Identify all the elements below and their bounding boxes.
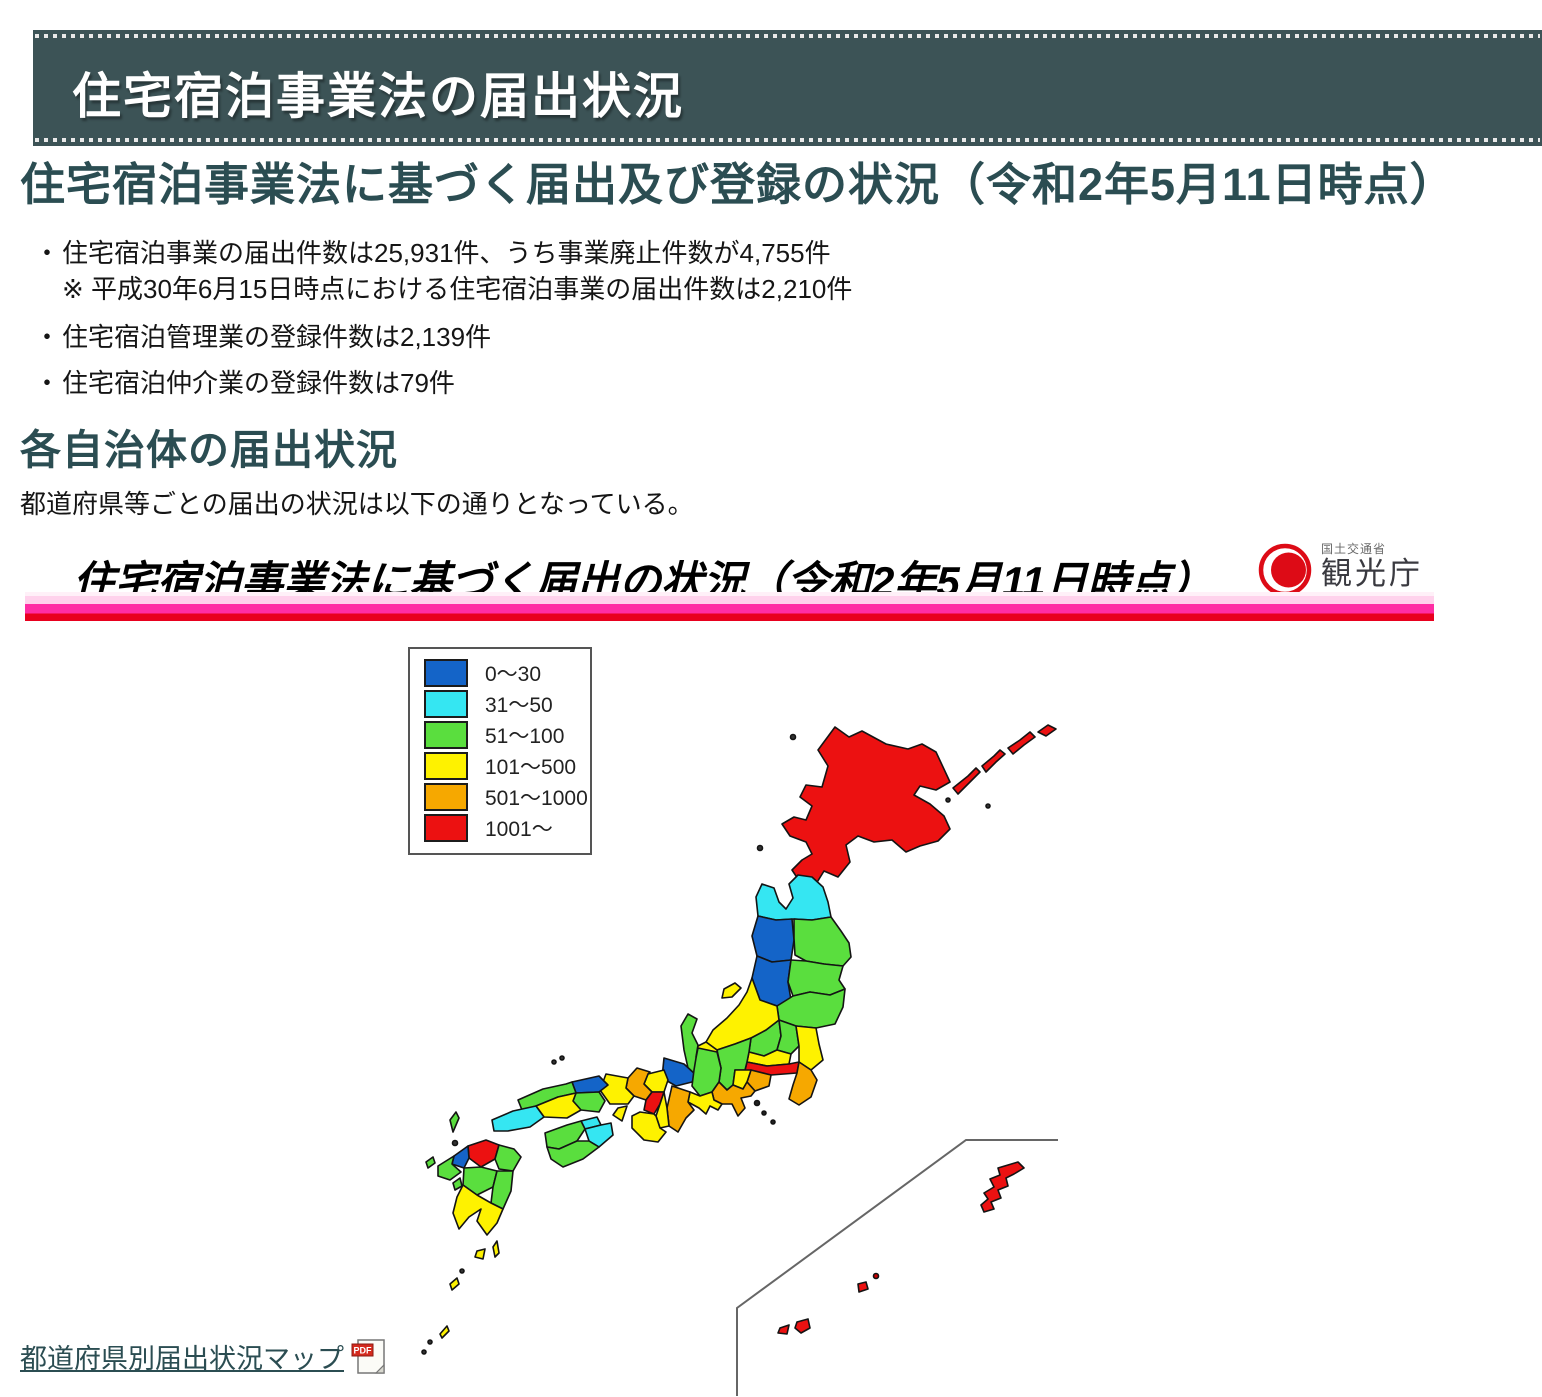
amami-island bbox=[439, 1325, 450, 1339]
prefecture-aichi bbox=[687, 1091, 723, 1115]
map-figure: 住宅宿泊事業法に基づく届出の状況（令和2年5月11日時点） 国土交通省 観光庁 … bbox=[25, 540, 1467, 1397]
islet bbox=[459, 1268, 465, 1274]
legend-label: 501～1000 bbox=[485, 786, 588, 810]
sub-heading: 各自治体の届出状況 bbox=[20, 427, 398, 473]
islet bbox=[427, 1339, 433, 1345]
prefecture-kochi bbox=[546, 1140, 600, 1168]
kuril-islet bbox=[1007, 731, 1036, 755]
legend-row: 1001～ bbox=[424, 812, 576, 843]
amami-island bbox=[449, 1277, 460, 1291]
prefecture-yamaguchi bbox=[491, 1105, 545, 1132]
goto-islands bbox=[425, 1156, 436, 1169]
prefecture-iwate bbox=[793, 916, 852, 967]
prefecture-okinawa bbox=[980, 1161, 1025, 1213]
prefecture-ibaraki bbox=[795, 1025, 824, 1071]
japan-choropleth-map bbox=[421, 724, 1058, 1396]
tsushima-island bbox=[449, 1111, 460, 1133]
pdf-icon-label: PDF bbox=[354, 1346, 373, 1356]
kuril-islet bbox=[981, 749, 1006, 773]
title-underline-bar bbox=[25, 592, 1434, 621]
prefecture-map-link[interactable]: 都道府県別届出状況マップ bbox=[20, 1344, 344, 1374]
islet bbox=[421, 1349, 427, 1355]
prefecture-wakayama bbox=[631, 1111, 667, 1143]
legend-label: 101～500 bbox=[485, 755, 577, 779]
map-link-row: 都道府県別届出状況マップ PDF bbox=[20, 1337, 388, 1382]
legend-swatch bbox=[424, 720, 468, 749]
prefecture-chiba bbox=[788, 1061, 818, 1106]
logo-ministry-text: 国土交通省 bbox=[1321, 542, 1387, 556]
sub-paragraph: 都道府県等ごとの届出の状況は以下の通りとなっている。 bbox=[20, 489, 694, 519]
tourism-agency-logo: 国土交通省 観光庁 bbox=[1257, 540, 1423, 600]
legend-label: 51～100 bbox=[485, 724, 565, 748]
legend-label: 0～30 bbox=[485, 662, 542, 686]
legend-swatch bbox=[424, 751, 468, 780]
islet bbox=[451, 1139, 459, 1147]
bullet-item-2: 住宅宿泊管理業の登録件数は2,139件 bbox=[62, 322, 492, 352]
sado-island bbox=[721, 982, 742, 999]
okinawa-inset-frame bbox=[736, 1139, 1058, 1396]
yakushima-island bbox=[474, 1248, 486, 1260]
islet bbox=[985, 803, 991, 809]
pdf-icon: PDF bbox=[350, 1337, 388, 1382]
kuril-islet bbox=[1037, 724, 1057, 737]
legend-row: 0～30 bbox=[424, 657, 576, 688]
bullet-marker: ・ bbox=[34, 368, 61, 398]
kuril-islet bbox=[952, 767, 981, 795]
islet bbox=[789, 733, 797, 741]
islet bbox=[559, 1055, 565, 1061]
legend-row: 101～500 bbox=[424, 750, 576, 781]
legend-swatch bbox=[424, 782, 468, 811]
prefecture-fukuoka bbox=[467, 1139, 500, 1168]
prefecture-mie bbox=[666, 1085, 695, 1133]
legend-label: 1001～ bbox=[485, 817, 553, 841]
main-heading: 住宅宿泊事業法に基づく届出及び登録の状況（令和2年5月11日時点） bbox=[20, 159, 1456, 210]
tourism-agency-logo-icon bbox=[1258, 543, 1312, 597]
bullet-item-1: 住宅宿泊事業の届出件数は25,931件、うち事業廃止件数が4,755件 bbox=[62, 238, 831, 268]
prefecture-shizuoka bbox=[711, 1081, 756, 1117]
legend-label: 31～50 bbox=[485, 693, 553, 717]
islet bbox=[551, 1059, 557, 1065]
map-legend: 0～30 31～50 51～100 101～500 501～1000 1001～ bbox=[408, 647, 592, 855]
miyako-island bbox=[777, 1324, 790, 1335]
kume-island bbox=[857, 1281, 869, 1293]
prefecture-hiroshima bbox=[535, 1092, 582, 1119]
izu-islet bbox=[753, 1099, 761, 1107]
prefecture-nagasaki bbox=[437, 1155, 462, 1181]
legend-swatch bbox=[424, 689, 468, 718]
bullet-item-1-note: ※ 平成30年6月15日時点における住宅宿泊事業の届出件数は2,210件 bbox=[62, 274, 853, 304]
tanegashima-island bbox=[492, 1240, 500, 1258]
awaji-island bbox=[612, 1105, 628, 1122]
bullet-item-3: 住宅宿泊仲介業の登録件数は79件 bbox=[62, 368, 455, 398]
prefecture-akita bbox=[751, 915, 795, 963]
legend-row: 501～1000 bbox=[424, 781, 588, 812]
prefecture-tochigi bbox=[776, 1019, 800, 1055]
okinawa-islet bbox=[872, 1272, 880, 1280]
ishigaki-island bbox=[794, 1318, 811, 1334]
prefecture-miyagi bbox=[787, 959, 846, 997]
islet bbox=[945, 797, 951, 803]
legend-swatch bbox=[424, 813, 468, 842]
islet bbox=[756, 844, 764, 852]
prefecture-hyogo bbox=[599, 1073, 635, 1105]
bullet-marker: ・ bbox=[34, 238, 61, 268]
prefecture-oita bbox=[494, 1144, 522, 1172]
izu-islet bbox=[770, 1119, 776, 1125]
prefecture-aomori bbox=[755, 874, 832, 921]
legend-swatch bbox=[424, 658, 468, 687]
page-title: 住宅宿泊事業法の届出状況 bbox=[72, 70, 685, 124]
bullet-marker: ・ bbox=[34, 322, 61, 352]
prefecture-kagoshima bbox=[452, 1184, 504, 1236]
legend-row: 31～50 bbox=[424, 688, 576, 719]
legend-row: 51～100 bbox=[424, 719, 576, 750]
page-banner: 住宅宿泊事業法の届出状況 bbox=[33, 30, 1542, 146]
izu-islet bbox=[761, 1110, 767, 1116]
prefecture-hokkaido bbox=[781, 726, 951, 885]
logo-agency-text: 観光庁 bbox=[1321, 556, 1423, 591]
